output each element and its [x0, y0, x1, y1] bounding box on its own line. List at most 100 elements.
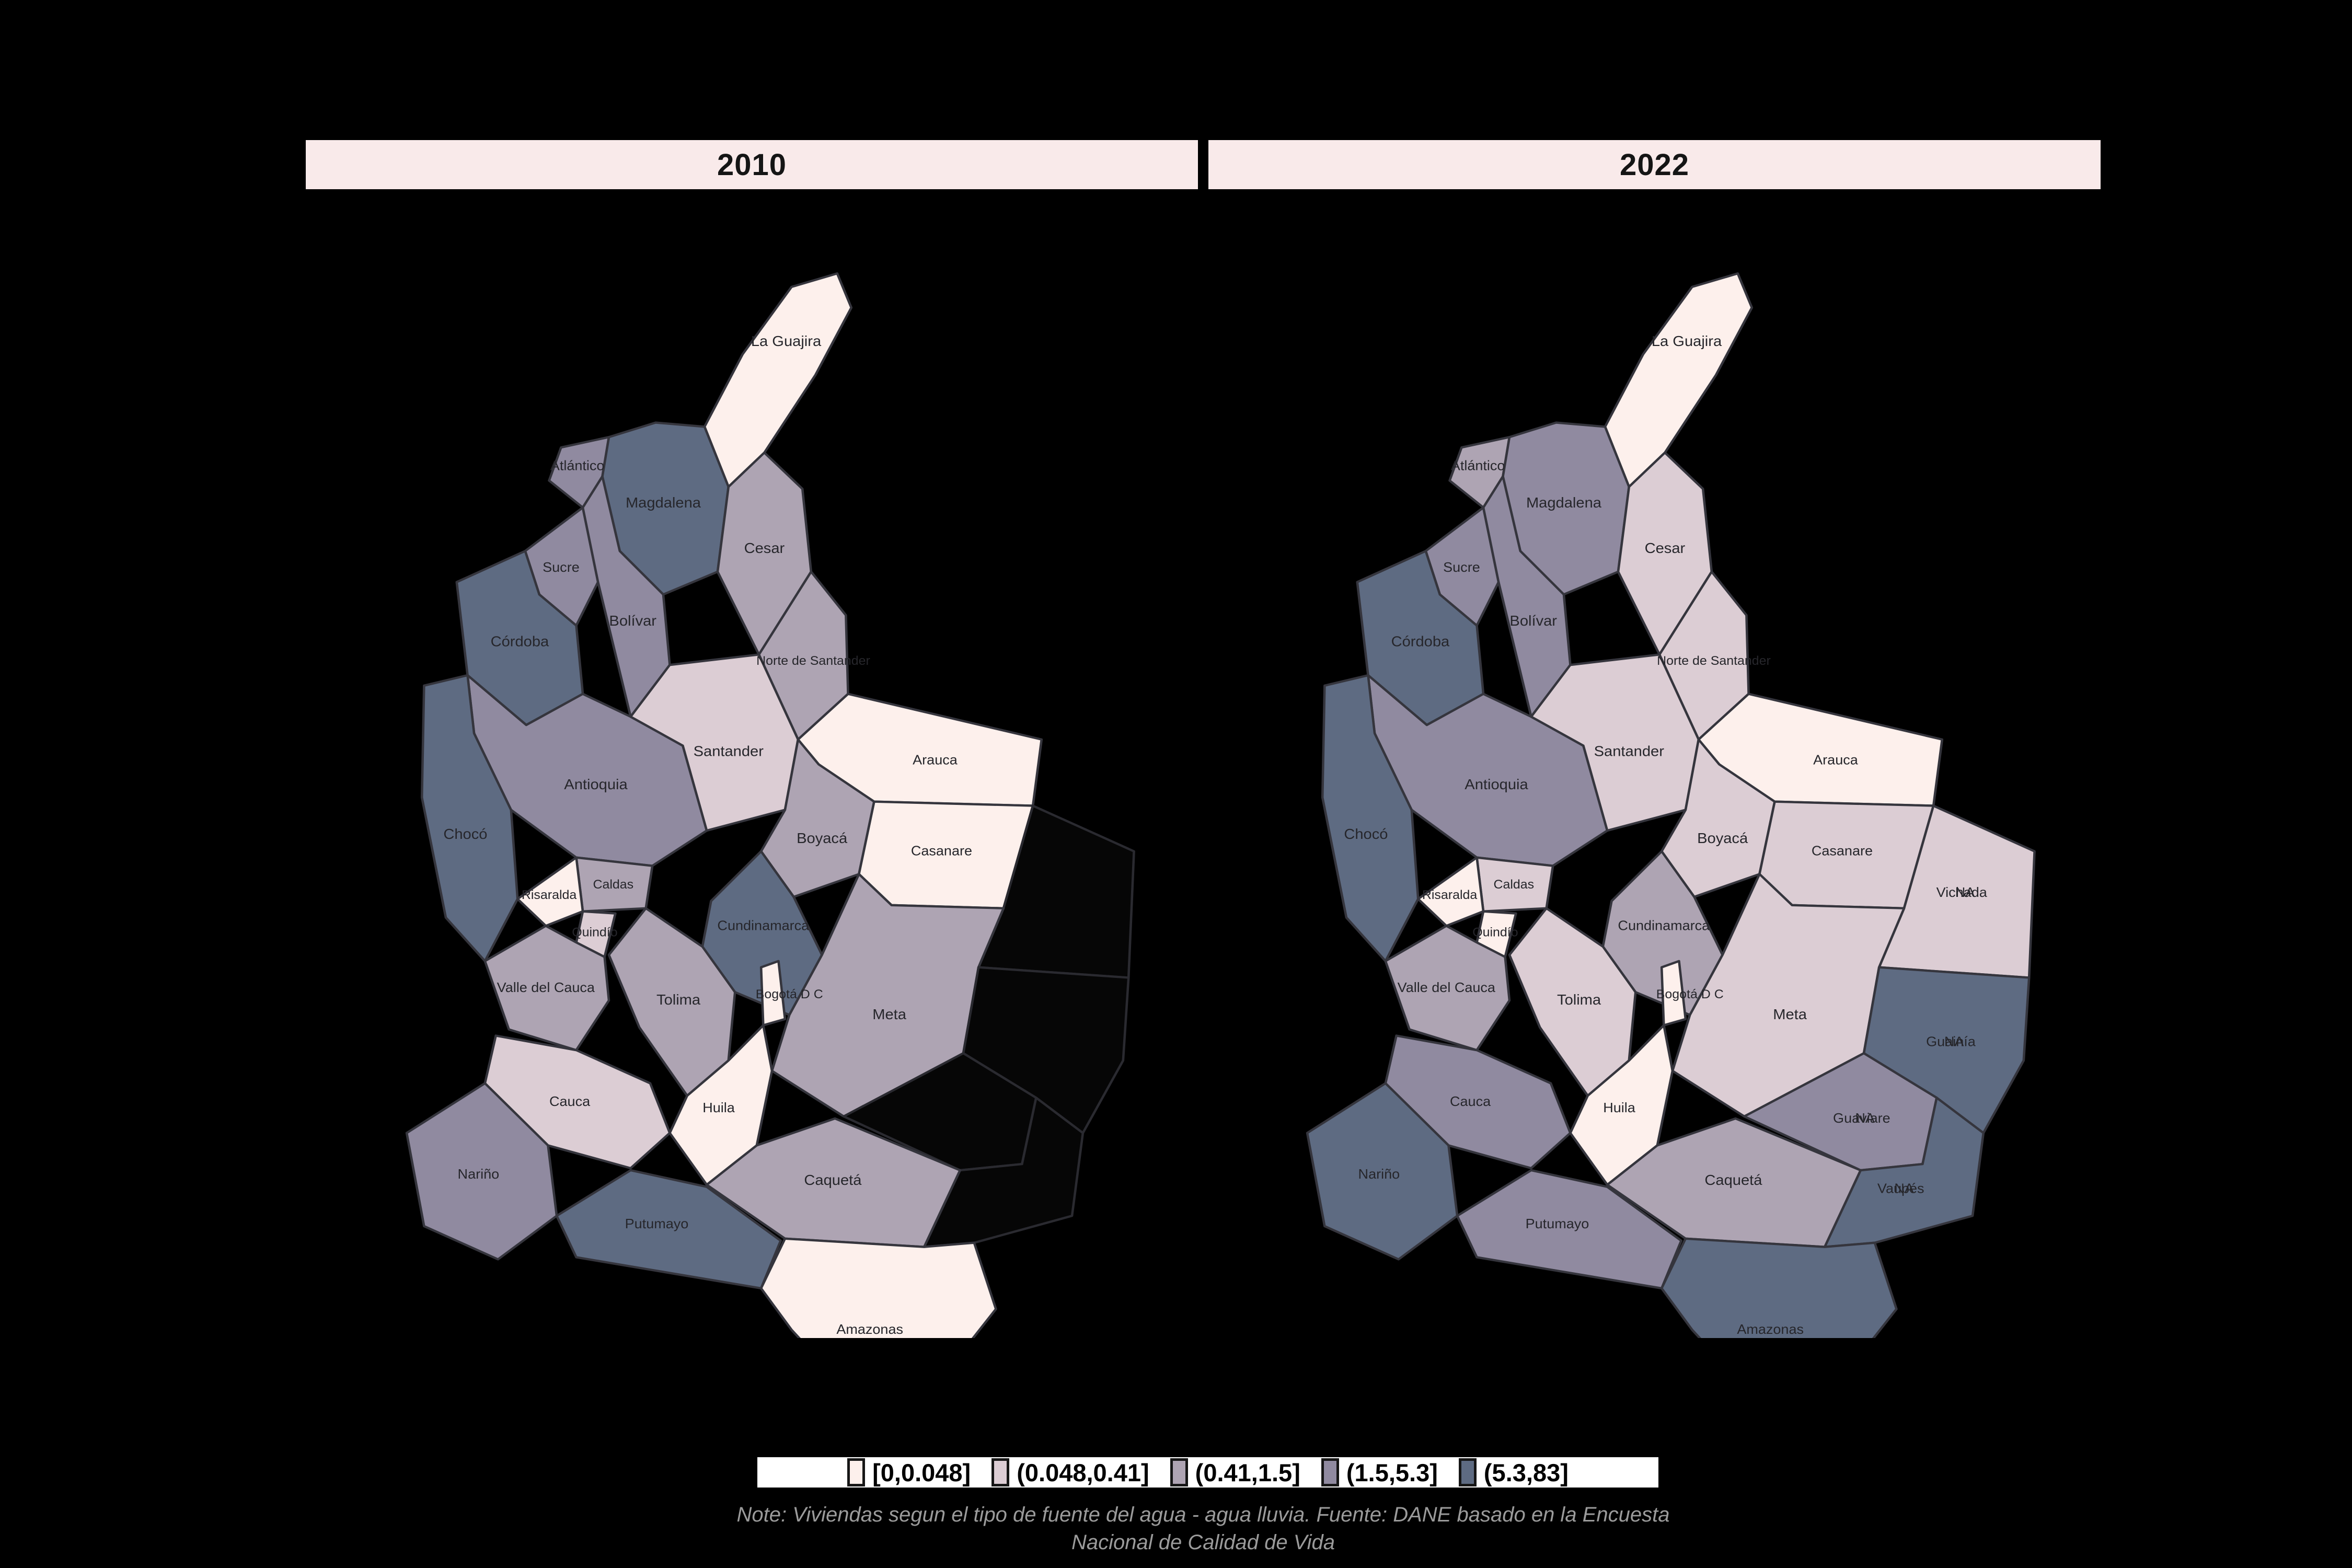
- region-label-Chocó: Chocó: [1344, 826, 1388, 843]
- region-label-Atlántico: Atlántico: [1451, 458, 1505, 473]
- region-label-Cauca: Cauca: [1450, 1094, 1491, 1109]
- region-label-Guainía: Guainía: [1926, 1034, 1976, 1049]
- region-label-Santander: Santander: [1594, 743, 1664, 759]
- region-label-Amazonas: Amazonas: [1737, 1322, 1804, 1337]
- region-label-Cesar: Cesar: [744, 540, 785, 557]
- region-Putumayo: [555, 1169, 782, 1290]
- region-na-label-Guainía: NA: [1944, 1034, 1964, 1049]
- legend-swatch-icon: [1458, 1458, 1477, 1486]
- map-2022-svg: La Guajira Atlántico Magdalena Cesar Sucre Bo…: [1306, 272, 2036, 1338]
- legend-swatch-icon: [1170, 1458, 1188, 1486]
- region-label-Caldas: Caldas: [1493, 878, 1534, 892]
- region-label-Arauca: Arauca: [913, 752, 958, 767]
- legend-label: (0.048,0.41]: [1017, 1458, 1149, 1486]
- region-label-Antioquia: Antioquia: [564, 777, 628, 793]
- region-Bolívar: [1482, 475, 1572, 718]
- footnote: Note: Viviendas segun el tipo de fuente …: [306, 1501, 2101, 1557]
- region-Meta: [770, 873, 1005, 1118]
- region-label-Huila: Huila: [702, 1100, 735, 1115]
- region-label-Vichada: Vichada: [1936, 885, 1988, 900]
- region-label-La Guajira: La Guajira: [751, 333, 821, 350]
- map-2022: La Guajira Atlántico Magdalena Cesar Sucre Bo…: [1225, 230, 2040, 1338]
- region-label-Meta: Meta: [1773, 1006, 1807, 1022]
- region-label-Sucre: Sucre: [543, 559, 580, 574]
- region-label-Bolívar: Bolívar: [1509, 613, 1557, 629]
- region-Putumayo: [1456, 1169, 1682, 1290]
- footnote-line-1: Note: Viviendas segun el tipo de fuente …: [736, 1503, 1670, 1526]
- map-2010-svg: La Guajira Atlántico Magdalena Cesar Sucre Bo…: [405, 272, 1135, 1338]
- legend-item-2: (0.048,0.41]: [991, 1458, 1149, 1487]
- region-na-label-Vaupés: NA: [1894, 1181, 1914, 1196]
- region-label-Córdoba: Córdoba: [1391, 633, 1450, 650]
- region-label-Vaupés: Vaupés: [1877, 1181, 1924, 1196]
- region-Santander: [629, 653, 800, 832]
- facet-strip-2010: 2010: [306, 140, 1198, 189]
- region-label-Chocó: Chocó: [443, 826, 487, 843]
- region-Meta: [1671, 873, 1906, 1118]
- region-label-Guaviare: Guaviare: [1833, 1110, 1890, 1125]
- region-Amazonas: [1660, 1237, 1898, 1338]
- region-label-La Guajira: La Guajira: [1652, 333, 1722, 350]
- region-label-Córdoba: Córdoba: [491, 633, 549, 650]
- legend-label: [0,0.048]: [872, 1458, 971, 1486]
- region-label-Casanare: Casanare: [1812, 843, 1873, 858]
- region-label-Huila: Huila: [1603, 1100, 1635, 1115]
- region-label-Valle del Cauca: Valle del Cauca: [1398, 980, 1496, 995]
- region-label-Bogotá D C: Bogotá D C: [1656, 988, 1724, 1001]
- region-label-Tolima: Tolima: [1557, 992, 1601, 1008]
- region-label-Putumayo: Putumayo: [1526, 1216, 1589, 1231]
- region-label-Cundinamarca: Cundinamarca: [1618, 918, 1710, 933]
- region-label-Putumayo: Putumayo: [625, 1216, 689, 1231]
- region-Bolívar: [581, 475, 671, 718]
- region-label-Bogotá D C: Bogotá D C: [756, 988, 823, 1001]
- region-label-Cesar: Cesar: [1645, 540, 1686, 557]
- region-na-label-Guaviare: NA: [1855, 1110, 1875, 1125]
- region-label-Boyacá: Boyacá: [797, 831, 847, 847]
- region-Huila: [1569, 1024, 1674, 1186]
- region-label-Risaralda: Risaralda: [1422, 888, 1478, 902]
- region-La Guajira: [703, 272, 853, 488]
- region-label-Nariño: Nariño: [1358, 1166, 1400, 1181]
- region-label-Cundinamarca: Cundinamarca: [717, 918, 809, 933]
- legend-bar: [0,0.048] (0.048,0.41] (0.41,1.5] (1.5,5.3]…: [757, 1457, 1658, 1488]
- region-Bogotá D C: [1660, 960, 1687, 1027]
- region-label-Caquetá: Caquetá: [1704, 1172, 1762, 1188]
- map-2010: La Guajira Atlántico Magdalena Cesar Sucre Bo…: [324, 230, 1139, 1338]
- region-label-Caldas: Caldas: [593, 878, 633, 892]
- region-label-Caquetá: Caquetá: [804, 1172, 861, 1188]
- region-label-Norte de Santander: Norte de Santander: [1657, 654, 1771, 668]
- region-Santander: [1530, 653, 1700, 832]
- region-label-Casanare: Casanare: [911, 843, 972, 858]
- region-label-Boyacá: Boyacá: [1697, 831, 1748, 847]
- region-Amazonas: [759, 1237, 997, 1338]
- region-label-Arauca: Arauca: [1813, 752, 1858, 767]
- region-label-Magdalena: Magdalena: [1526, 495, 1601, 511]
- region-label-Quindío: Quindío: [1472, 926, 1518, 939]
- region-label-Magdalena: Magdalena: [626, 495, 701, 511]
- region-na-label-Vichada: NA: [1955, 885, 1975, 900]
- region-Valle del Cauca: [483, 925, 610, 1052]
- region-label-Meta: Meta: [872, 1006, 906, 1022]
- region-label-Santander: Santander: [694, 743, 764, 759]
- legend-label: (1.5,5.3]: [1346, 1458, 1438, 1486]
- region-label-Nariño: Nariño: [458, 1166, 500, 1181]
- legend-label: (5.3,83]: [1483, 1458, 1569, 1486]
- facet-strip-2022: 2022: [1208, 140, 2101, 189]
- region-Valle del Cauca: [1384, 925, 1511, 1052]
- region-label-Bolívar: Bolívar: [609, 613, 656, 629]
- region-label-Valle del Cauca: Valle del Cauca: [497, 980, 595, 995]
- region-label-Risaralda: Risaralda: [522, 888, 577, 902]
- legend-item-3: (0.41,1.5]: [1170, 1458, 1300, 1487]
- legend-label: (0.41,1.5]: [1195, 1458, 1300, 1486]
- legend-swatch-icon: [847, 1458, 866, 1486]
- region-label-Antioquia: Antioquia: [1465, 777, 1528, 793]
- region-label-Norte de Santander: Norte de Santander: [756, 654, 870, 668]
- footnote-line-2: Nacional de Calidad de Vida: [1071, 1530, 1335, 1554]
- legend-item-4: (1.5,5.3]: [1321, 1458, 1438, 1487]
- legend-swatch-icon: [1321, 1458, 1339, 1486]
- legend-item-1: [0,0.048]: [847, 1458, 971, 1487]
- region-label-Tolima: Tolima: [656, 992, 700, 1008]
- region-Bogotá D C: [759, 960, 787, 1027]
- legend-item-5: (5.3,83]: [1458, 1458, 1569, 1487]
